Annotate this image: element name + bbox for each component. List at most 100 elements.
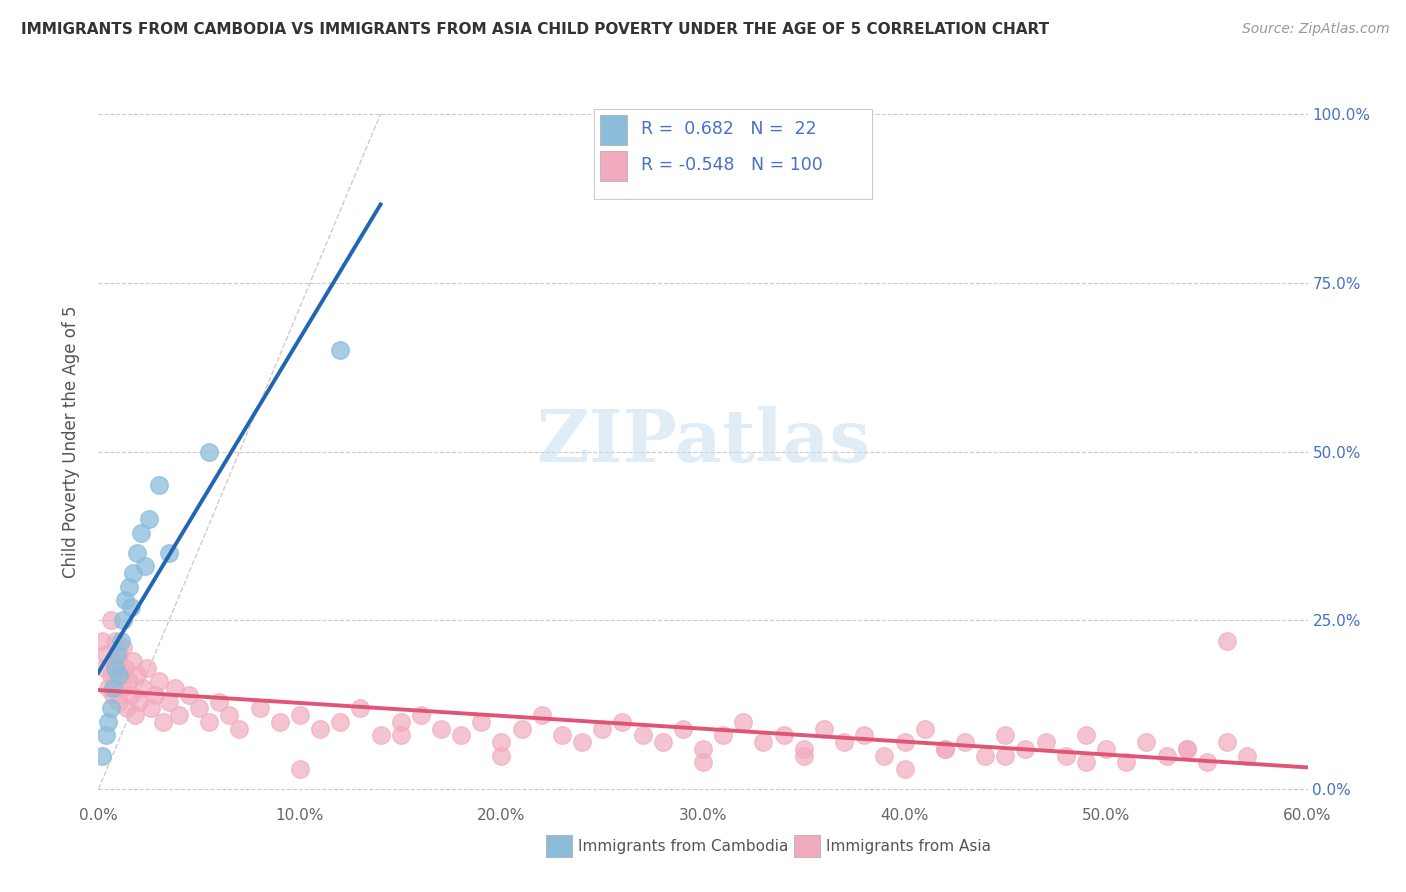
Point: [389, 714, 412, 729]
Point: [491, 748, 513, 763]
Point: [1035, 735, 1057, 749]
Point: [148, 674, 170, 689]
Point: [152, 714, 174, 729]
Point: [1115, 756, 1137, 770]
Point: [101, 688, 124, 702]
Point: [107, 667, 129, 681]
Point: [129, 525, 152, 540]
Point: [148, 478, 170, 492]
Point: [103, 661, 125, 675]
Point: [121, 566, 143, 581]
Point: [120, 599, 142, 614]
Point: [1156, 748, 1178, 763]
Bar: [546, 835, 572, 857]
Point: [188, 701, 211, 715]
Point: [111, 681, 134, 695]
Point: [167, 708, 190, 723]
Bar: [600, 115, 627, 145]
Point: [309, 722, 332, 736]
Point: [157, 694, 180, 708]
Point: [551, 728, 574, 742]
Text: R = -0.548   N = 100: R = -0.548 N = 100: [641, 156, 823, 174]
Point: [107, 647, 129, 661]
Point: [1216, 633, 1239, 648]
Point: [329, 714, 352, 729]
Point: [288, 708, 311, 723]
Point: [491, 735, 513, 749]
Point: [571, 735, 593, 749]
Text: Immigrants from Cambodia: Immigrants from Cambodia: [578, 838, 789, 854]
Point: [110, 667, 132, 681]
Point: [143, 688, 166, 702]
Point: [111, 640, 134, 655]
Point: [914, 722, 936, 736]
Point: [510, 722, 533, 736]
FancyBboxPatch shape: [595, 109, 872, 200]
Bar: [600, 151, 627, 181]
Point: [163, 681, 186, 695]
Point: [105, 661, 128, 675]
Text: Immigrants from Asia: Immigrants from Asia: [827, 838, 991, 854]
Point: [873, 748, 896, 763]
Point: [1195, 756, 1218, 770]
Point: [631, 728, 654, 742]
Point: [118, 580, 141, 594]
Point: [994, 728, 1017, 742]
Point: [530, 708, 553, 723]
Point: [105, 647, 128, 661]
Point: [100, 667, 122, 681]
Point: [135, 661, 157, 675]
Point: [124, 708, 146, 723]
Point: [1014, 741, 1036, 756]
Point: [793, 741, 815, 756]
Point: [934, 741, 956, 756]
Point: [139, 701, 162, 715]
Point: [114, 593, 136, 607]
Point: [128, 694, 150, 708]
Point: [110, 633, 132, 648]
Point: [813, 722, 835, 736]
Point: [93, 661, 115, 675]
Text: IMMIGRANTS FROM CAMBODIA VS IMMIGRANTS FROM ASIA CHILD POVERTY UNDER THE AGE OF : IMMIGRANTS FROM CAMBODIA VS IMMIGRANTS F…: [21, 22, 1049, 37]
Point: [96, 647, 118, 661]
Point: [157, 546, 180, 560]
Point: [91, 633, 114, 648]
Point: [100, 614, 122, 628]
Point: [1054, 748, 1077, 763]
Point: [1216, 735, 1239, 749]
Point: [692, 756, 714, 770]
Point: [103, 674, 125, 689]
Point: [100, 701, 122, 715]
Point: [101, 654, 124, 668]
Point: [125, 667, 148, 681]
Point: [288, 762, 311, 776]
Point: [1074, 728, 1097, 742]
Point: [120, 688, 142, 702]
Point: [389, 728, 412, 742]
Point: [208, 694, 231, 708]
Point: [198, 444, 221, 458]
Point: [612, 714, 634, 729]
Point: [953, 735, 976, 749]
Point: [349, 701, 371, 715]
Point: [179, 688, 201, 702]
Point: [651, 735, 673, 749]
Point: [370, 728, 392, 742]
Point: [138, 512, 160, 526]
Point: [121, 654, 143, 668]
Point: [1135, 735, 1157, 749]
Point: [934, 741, 956, 756]
Point: [733, 714, 755, 729]
Point: [893, 762, 915, 776]
Text: R =  0.682   N =  22: R = 0.682 N = 22: [641, 120, 817, 137]
Point: [97, 714, 120, 729]
Y-axis label: Child Poverty Under the Age of 5: Child Poverty Under the Age of 5: [62, 305, 80, 578]
Text: Source: ZipAtlas.com: Source: ZipAtlas.com: [1241, 22, 1389, 37]
Point: [218, 708, 240, 723]
Point: [793, 748, 815, 763]
Point: [994, 748, 1017, 763]
Point: [103, 633, 125, 648]
Point: [893, 735, 915, 749]
Point: [430, 722, 453, 736]
Point: [198, 714, 221, 729]
